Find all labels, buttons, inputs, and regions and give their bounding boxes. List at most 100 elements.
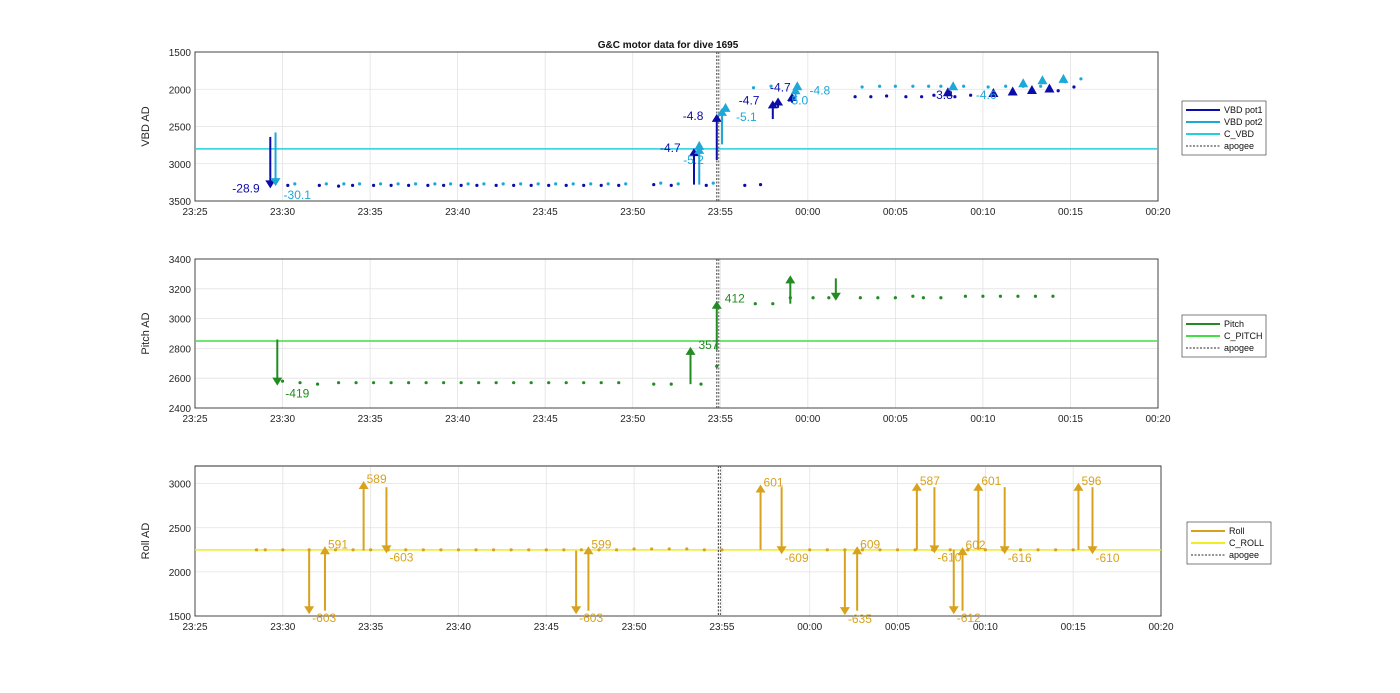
pot1-point [669, 183, 673, 187]
y-tick-label: 1500 [169, 612, 192, 623]
pitch-move-label: 357 [699, 338, 719, 352]
roll-move-arrow-head [304, 606, 315, 615]
roll-point [860, 548, 865, 552]
pitch-point [315, 382, 320, 386]
roll-point [421, 548, 425, 552]
pot1-point [920, 95, 924, 99]
plot-area [194, 258, 1159, 409]
roll-point [544, 548, 548, 552]
pot2-point [571, 182, 575, 186]
roll-move-arrow-head [776, 546, 787, 555]
roll-move-arrow-head [839, 607, 850, 616]
x-tick-label: 00:00 [797, 622, 822, 633]
vbd-move-arrow-head [711, 113, 722, 122]
pitch-point [617, 381, 621, 385]
vbd-marker [1037, 75, 1048, 85]
roll-move-arrow-head [929, 545, 940, 554]
roll-point [966, 548, 970, 552]
x-tick-label: 23:25 [182, 622, 207, 633]
pot1-point [547, 183, 551, 187]
pot1-point [389, 183, 393, 187]
y-tick-label: 3500 [169, 197, 192, 208]
vbd-move-arrow-head [689, 148, 700, 157]
y-tick-label: 2500 [169, 524, 192, 535]
roll-move-arrow-head [948, 606, 959, 615]
x-tick-label: 23:35 [358, 414, 383, 425]
roll-point [404, 548, 408, 552]
roll-move-label: 601 [764, 476, 784, 490]
pitch-point [424, 381, 428, 385]
x-tick-label: 23:40 [445, 414, 470, 425]
axes-1: 23:25 23:30 23:35 23:40 23:45 23:50 23:55 00:00… [140, 48, 1267, 218]
pitch-point [389, 381, 393, 385]
pot1-point [704, 183, 708, 187]
roll-move-arrow-head [319, 546, 330, 555]
vbd-move-arrow-head [265, 180, 276, 189]
pitch-move-arrow-head [785, 275, 796, 284]
roll-move-arrow-head [957, 547, 968, 556]
pot1-point [617, 183, 621, 187]
x-tick-label: 23:40 [445, 207, 470, 218]
vbd-move-label: -5.1 [736, 110, 757, 124]
roll-move-arrow-head [1087, 546, 1098, 555]
vbd-move-label: -4.7 [770, 80, 791, 94]
pot2-point [449, 182, 453, 186]
pitch-point [407, 381, 411, 385]
pot1-point [459, 183, 463, 187]
roll-move-arrow-head [911, 482, 922, 491]
vbd-move-label: -4.7 [660, 141, 681, 155]
pot1-point [599, 183, 603, 187]
x-tick-label: 23:45 [533, 207, 558, 218]
x-tick-label: 23:35 [358, 622, 383, 633]
axes-3: 23:25 23:30 23:35 23:40 23:45 23:50 23:55 00:00… [140, 465, 1272, 633]
pitch-move-arrow-head [830, 292, 841, 301]
x-tick-label: 23:55 [708, 207, 733, 218]
pot1-point [652, 183, 656, 187]
pot1-point [350, 183, 355, 187]
pitch-point [442, 381, 446, 385]
vbd-marker [1018, 78, 1029, 88]
roll-move-label: 602 [966, 538, 986, 552]
pot2-point [860, 85, 864, 89]
x-tick-label: 00:15 [1058, 207, 1083, 218]
roll-move-label: -616 [1008, 551, 1032, 565]
pot1-point [582, 183, 586, 187]
pitch-point [876, 296, 880, 300]
roll-point [474, 548, 478, 552]
roll-point [527, 548, 531, 552]
vbd-move-label: -4.8 [683, 109, 704, 123]
x-tick-label: 00:10 [970, 207, 995, 218]
pitch-point [1051, 294, 1055, 298]
vbd-marker [942, 87, 953, 97]
vbd-marker [948, 81, 959, 91]
x-tick-label: 00:15 [1061, 622, 1086, 633]
roll-move-label: -603 [579, 611, 603, 625]
pitch-point [459, 381, 463, 385]
pot1-point [426, 183, 430, 187]
pot1-point [932, 93, 936, 97]
legend-entry: apogee [1224, 141, 1254, 151]
pitch-point [371, 381, 376, 385]
pot1-point [869, 95, 873, 99]
pot1-point [1056, 89, 1060, 93]
roll-point [369, 548, 373, 552]
pot2-point [751, 86, 756, 90]
x-tick-label: 23:30 [270, 622, 295, 633]
pot1-point [407, 183, 411, 187]
pot1-point [286, 183, 290, 187]
vbd-marker [1044, 83, 1055, 93]
roll-point [254, 548, 259, 552]
roll-point [632, 547, 636, 551]
pot2-point [519, 182, 523, 186]
y-tick-label: 3000 [169, 160, 192, 171]
roll-point [597, 548, 601, 552]
roll-point [983, 548, 987, 552]
roll-move-arrow-head [973, 482, 984, 491]
x-tick-label: 00:20 [1148, 622, 1173, 633]
roll-point [263, 548, 267, 552]
legend-entry: C_ROLL [1229, 538, 1264, 548]
y-tick-label: 2000 [169, 568, 192, 579]
roll-move-arrow-head [381, 545, 392, 554]
pot2-point [769, 84, 773, 88]
